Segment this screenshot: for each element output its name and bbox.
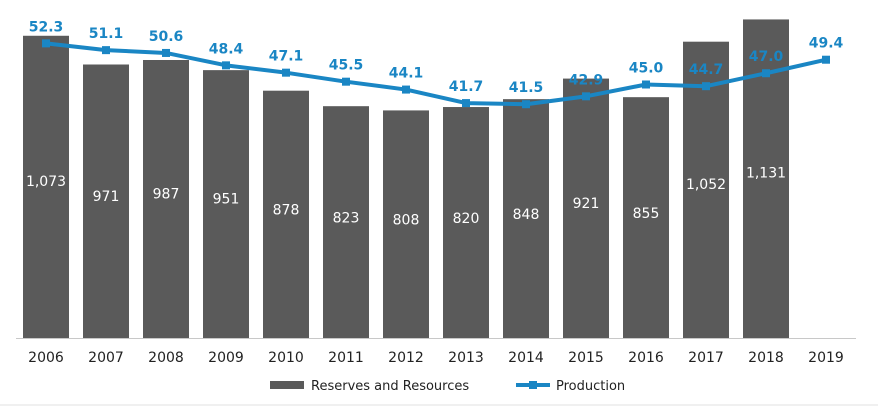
- bar-2011: [323, 106, 369, 339]
- production-value-label-2015: 42.9: [569, 72, 604, 88]
- production-value-label-2009: 48.4: [209, 41, 244, 57]
- production-marker-2008: [162, 48, 170, 57]
- production-marker-2009: [222, 61, 230, 70]
- bar-2013: [443, 107, 489, 339]
- x-tick-label-2018: 2018: [748, 350, 784, 366]
- bar-2006: [23, 35, 69, 338]
- production-value-label-2007: 51.1: [89, 26, 124, 42]
- production-marker-2016: [642, 80, 650, 89]
- x-tick-label-2014: 2014: [508, 350, 544, 366]
- legend-swatch-production-marker: [529, 381, 537, 389]
- production-value-label-2010: 47.1: [269, 49, 304, 65]
- production-marker-2012: [402, 85, 410, 94]
- production-value-label-2006: 52.3: [29, 19, 64, 35]
- production-marker-2018: [762, 69, 770, 78]
- production-value-label-2013: 41.7: [449, 79, 484, 95]
- legend-swatch-reserves: [270, 381, 304, 389]
- x-tick-label-2007: 2007: [88, 350, 124, 366]
- x-tick-label-2006: 2006: [28, 350, 64, 366]
- x-tick-label-2017: 2017: [688, 350, 724, 366]
- bar-value-label-2016: 855: [633, 206, 660, 222]
- bar-2008: [143, 59, 189, 339]
- bar-value-label-2009: 951: [213, 192, 240, 208]
- x-tick-label-2008: 2008: [148, 350, 184, 366]
- bar-value-label-2015: 921: [573, 196, 600, 212]
- legend: Reserves and Resources Production: [270, 379, 625, 394]
- bar-value-label-2010: 878: [273, 202, 300, 218]
- bar-2016: [623, 97, 669, 338]
- x-tick-label-2009: 2009: [208, 350, 244, 366]
- production-marker-2011: [342, 77, 350, 86]
- line-layer: 52.3 51.1 50.6 48.4 47.1 45.5 44.1 41.7 41.5 42.9…: [29, 19, 844, 109]
- x-tick-label-2016: 2016: [628, 350, 664, 366]
- bar-value-label-2007: 971: [93, 189, 120, 205]
- production-line: [45, 41, 827, 107]
- bar-2017: [683, 41, 729, 338]
- bar-2009: [203, 70, 249, 338]
- bar-value-label-2017: 1,052: [686, 177, 726, 193]
- production-value-label-2018: 47.0: [749, 49, 784, 65]
- production-marker-2006: [42, 39, 50, 48]
- bar-value-label-2006: 1,073: [26, 174, 66, 190]
- production-value-label-2016: 45.0: [629, 61, 664, 77]
- x-tick-label-2013: 2013: [448, 350, 484, 366]
- production-marker-2010: [282, 68, 290, 77]
- production-value-label-2019: 49.4: [809, 36, 844, 52]
- production-marker-2007: [102, 46, 110, 55]
- x-tick-label-2012: 2012: [388, 350, 424, 366]
- bar-value-label-2014: 848: [513, 207, 540, 223]
- bar-2012: [383, 110, 429, 338]
- bar-value-label-2008: 987: [153, 186, 180, 202]
- production-value-label-2011: 45.5: [329, 58, 364, 74]
- bar-value-label-2012: 808: [393, 213, 420, 229]
- legend-label-reserves: Reserves and Resources: [311, 379, 469, 394]
- bars-layer: 1,073 971 987 951 878 823 808 820 848 921 855 1,052…: [23, 19, 789, 339]
- production-marker-2015: [582, 92, 590, 101]
- x-tick-label-2011: 2011: [328, 350, 364, 366]
- bar-value-label-2011: 823: [333, 210, 360, 226]
- x-tick-label-2019: 2019: [808, 350, 844, 366]
- axis-layer: 2006 2007 2008 2009 2010 2011 2012 2013 2014 2015…: [16, 338, 856, 366]
- x-tick-label-2010: 2010: [268, 350, 304, 366]
- bar-value-label-2018: 1,131: [746, 165, 786, 181]
- bar-2007: [83, 64, 129, 339]
- production-marker-2014: [522, 100, 530, 109]
- production-marker-2013: [462, 99, 470, 108]
- production-value-label-2012: 44.1: [389, 66, 424, 82]
- bar-2015: [563, 78, 609, 339]
- bar-2010: [263, 90, 309, 339]
- production-value-label-2017: 44.7: [689, 62, 724, 78]
- bar-value-label-2013: 820: [453, 211, 480, 227]
- legend-label-production: Production: [556, 379, 625, 394]
- bar-2014: [503, 99, 549, 338]
- production-value-label-2008: 50.6: [149, 29, 184, 45]
- production-value-label-2014: 41.5: [509, 80, 544, 96]
- x-tick-label-2015: 2015: [568, 350, 604, 366]
- production-marker-2019: [822, 55, 830, 64]
- production-marker-2017: [702, 82, 710, 91]
